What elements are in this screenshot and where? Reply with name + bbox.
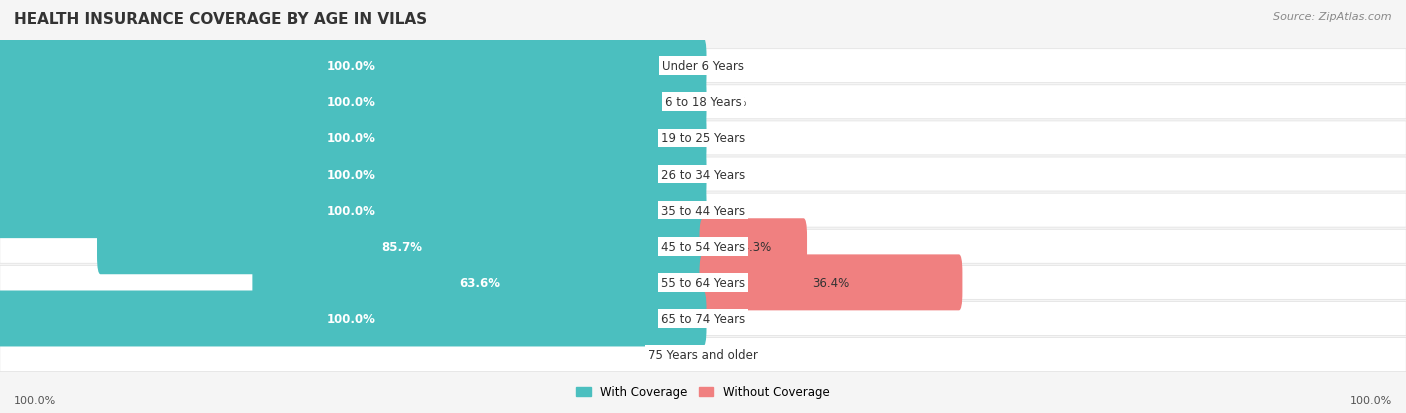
- Text: 19 to 25 Years: 19 to 25 Years: [661, 132, 745, 145]
- Text: Under 6 Years: Under 6 Years: [662, 60, 744, 73]
- Text: 45 to 54 Years: 45 to 54 Years: [661, 240, 745, 253]
- FancyBboxPatch shape: [0, 147, 707, 202]
- Text: 35 to 44 Years: 35 to 44 Years: [661, 204, 745, 217]
- FancyBboxPatch shape: [0, 338, 1406, 372]
- Legend: With Coverage, Without Coverage: With Coverage, Without Coverage: [572, 381, 834, 403]
- FancyBboxPatch shape: [0, 230, 1406, 263]
- Text: 75 Years and older: 75 Years and older: [648, 348, 758, 361]
- Text: HEALTH INSURANCE COVERAGE BY AGE IN VILAS: HEALTH INSURANCE COVERAGE BY AGE IN VILA…: [14, 12, 427, 27]
- Text: 14.3%: 14.3%: [735, 240, 772, 253]
- FancyBboxPatch shape: [0, 158, 1406, 192]
- Text: 0.0%: 0.0%: [659, 348, 689, 361]
- FancyBboxPatch shape: [0, 302, 1406, 336]
- Text: 0.0%: 0.0%: [717, 60, 747, 73]
- FancyBboxPatch shape: [700, 219, 807, 275]
- FancyBboxPatch shape: [253, 255, 707, 311]
- FancyBboxPatch shape: [0, 194, 1406, 228]
- Text: 100.0%: 100.0%: [1350, 395, 1392, 405]
- Text: 85.7%: 85.7%: [381, 240, 422, 253]
- Text: 100.0%: 100.0%: [14, 395, 56, 405]
- Text: 100.0%: 100.0%: [328, 312, 375, 325]
- FancyBboxPatch shape: [0, 266, 1406, 299]
- Text: 100.0%: 100.0%: [328, 96, 375, 109]
- Text: 0.0%: 0.0%: [717, 168, 747, 181]
- FancyBboxPatch shape: [700, 255, 962, 311]
- FancyBboxPatch shape: [0, 50, 1406, 83]
- Text: 100.0%: 100.0%: [328, 132, 375, 145]
- Text: 0.0%: 0.0%: [717, 96, 747, 109]
- FancyBboxPatch shape: [0, 85, 1406, 119]
- Text: 26 to 34 Years: 26 to 34 Years: [661, 168, 745, 181]
- FancyBboxPatch shape: [0, 75, 707, 131]
- FancyBboxPatch shape: [0, 122, 1406, 156]
- Text: 36.4%: 36.4%: [813, 276, 849, 289]
- Text: 0.0%: 0.0%: [717, 348, 747, 361]
- Text: 6 to 18 Years: 6 to 18 Years: [665, 96, 741, 109]
- FancyBboxPatch shape: [0, 38, 707, 95]
- Text: Source: ZipAtlas.com: Source: ZipAtlas.com: [1274, 12, 1392, 22]
- Text: 63.6%: 63.6%: [458, 276, 501, 289]
- Text: 0.0%: 0.0%: [717, 132, 747, 145]
- FancyBboxPatch shape: [0, 291, 707, 347]
- FancyBboxPatch shape: [97, 219, 707, 275]
- Text: 0.0%: 0.0%: [717, 204, 747, 217]
- Text: 100.0%: 100.0%: [328, 168, 375, 181]
- Text: 100.0%: 100.0%: [328, 204, 375, 217]
- FancyBboxPatch shape: [0, 111, 707, 166]
- Text: 65 to 74 Years: 65 to 74 Years: [661, 312, 745, 325]
- Text: 55 to 64 Years: 55 to 64 Years: [661, 276, 745, 289]
- FancyBboxPatch shape: [0, 183, 707, 239]
- Text: 0.0%: 0.0%: [717, 312, 747, 325]
- Text: 100.0%: 100.0%: [328, 60, 375, 73]
